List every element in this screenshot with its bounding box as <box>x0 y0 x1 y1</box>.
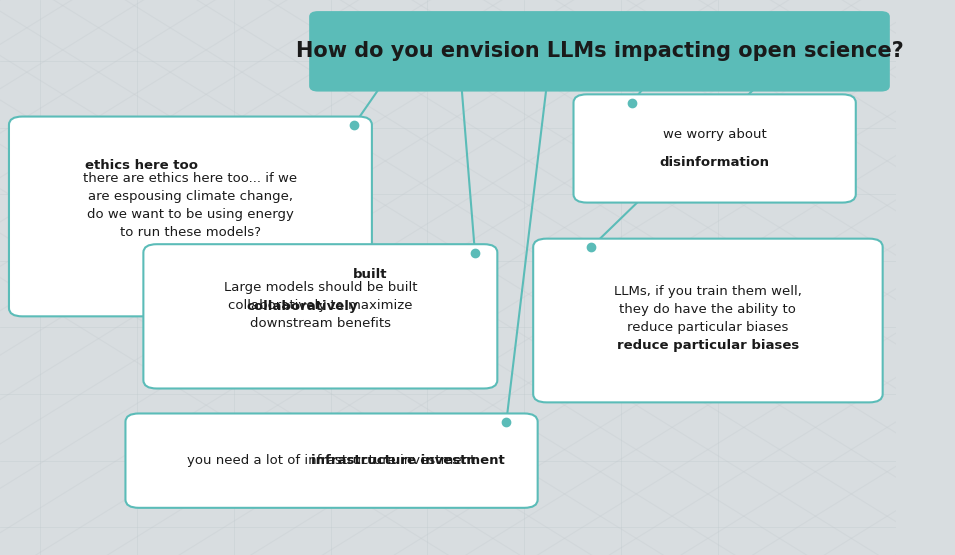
Text: Large models should be built
collaboratively to maximize
downstream benefits: Large models should be built collaborati… <box>223 281 417 330</box>
Text: LLMs, if you train them well,
they do have the ability to
reduce particular bias: LLMs, if you train them well, they do ha… <box>614 285 802 334</box>
FancyBboxPatch shape <box>574 94 856 203</box>
Text: collaboratively: collaboratively <box>246 300 358 313</box>
FancyBboxPatch shape <box>143 244 498 388</box>
Text: ethics here too: ethics here too <box>85 159 198 172</box>
Text: there are ethics here too... if we
are espousing climate change,
do we want to b: there are ethics here too... if we are e… <box>83 172 298 239</box>
Text: built: built <box>352 268 387 281</box>
Text: you need a lot of infrastructure investment: you need a lot of infrastructure investm… <box>187 454 476 467</box>
FancyBboxPatch shape <box>9 117 371 316</box>
FancyBboxPatch shape <box>533 239 882 402</box>
Text: How do you envision LLMs impacting open science?: How do you envision LLMs impacting open … <box>296 41 903 62</box>
Text: reduce particular biases: reduce particular biases <box>617 339 799 352</box>
Text: infrastructure investment: infrastructure investment <box>311 454 504 467</box>
Text: we worry about: we worry about <box>663 128 767 141</box>
FancyBboxPatch shape <box>309 11 890 92</box>
FancyBboxPatch shape <box>125 413 538 508</box>
Text: disinformation: disinformation <box>660 156 770 169</box>
